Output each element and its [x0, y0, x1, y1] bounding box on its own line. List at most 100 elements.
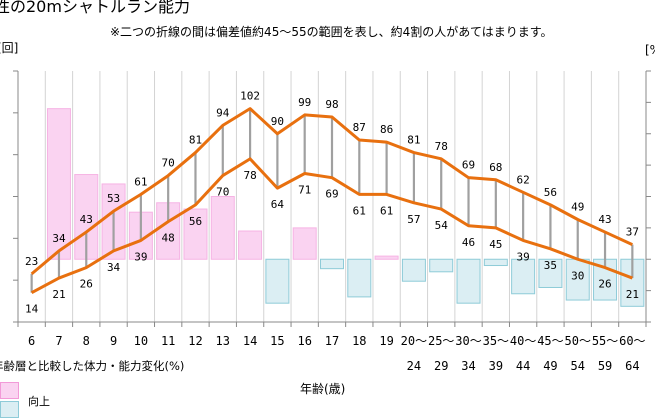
bar-improve	[183, 208, 208, 260]
x-tick-label: 8	[83, 334, 90, 348]
x-tick-label-second-row: 49	[543, 359, 557, 373]
bar-improve	[210, 196, 235, 260]
data-label-lower: 56	[189, 215, 202, 228]
bar-decline	[401, 258, 426, 282]
bar-decline	[456, 258, 481, 304]
data-label-upper: 56	[544, 186, 557, 199]
data-label-lower: 21	[52, 288, 65, 301]
x-tick-label: 60～	[619, 334, 645, 348]
x-tick-label: 55～	[592, 334, 618, 348]
data-label-lower: 57	[407, 213, 420, 226]
data-label-upper: 78	[435, 140, 448, 153]
data-label-lower: 46	[462, 236, 475, 249]
x-tick-label: 7	[55, 334, 62, 348]
x-tick-label: 19	[379, 334, 393, 348]
bar-decline	[483, 258, 508, 267]
x-tick-label: 25～	[428, 334, 454, 348]
data-label-lower: 69	[325, 188, 338, 201]
x-tick-label: 50～	[565, 334, 591, 348]
x-tick-label: 12	[188, 334, 202, 348]
bar-decline	[320, 258, 344, 270]
x-tick-label-second-row: 44	[516, 359, 530, 373]
data-label-lower: 78	[243, 169, 256, 182]
bar-improve	[238, 230, 263, 260]
data-label-lower: 39	[134, 250, 147, 263]
x-tick-label-second-row: 24	[407, 359, 421, 373]
data-label-upper: 99	[298, 96, 311, 109]
x-tick-label: 15	[270, 334, 284, 348]
data-label-lower: 35	[544, 259, 557, 272]
data-label-lower: 54	[435, 219, 449, 232]
data-label-upper: 81	[189, 134, 202, 147]
x-tick-label-second-row: 59	[598, 359, 612, 373]
chart-title: 性の20mシャトルラン能力	[0, 0, 190, 16]
data-label-upper: 61	[134, 175, 147, 188]
x-tick-label: 20～	[401, 334, 427, 348]
line-upper	[30, 107, 633, 276]
data-label-upper: 43	[598, 213, 611, 226]
data-label-upper: 81	[407, 134, 420, 147]
bar-decline	[265, 258, 290, 304]
data-label-lower: 21	[626, 288, 639, 301]
data-label-upper: 98	[325, 98, 338, 111]
x-tick-label-second-row: 39	[489, 359, 503, 373]
bar-decline	[429, 258, 454, 273]
bar-decline	[538, 258, 563, 288]
x-tick-label: 18	[352, 334, 366, 348]
bar-decline	[511, 258, 536, 295]
data-label-upper: 94	[216, 106, 230, 119]
x-tick-label: 13	[216, 334, 230, 348]
x-axis-label: 年齢(歳)	[300, 382, 346, 396]
data-label-upper: 53	[107, 192, 120, 205]
x-tick-label: 17	[325, 334, 339, 348]
data-label-upper: 70	[162, 157, 175, 170]
legend-label-improve: 向上	[28, 395, 50, 408]
data-label-upper: 62	[517, 173, 530, 186]
legend-title: 年齢層と比較した体力・能力変化(%)	[0, 359, 185, 373]
x-tick-label: 11	[161, 334, 175, 348]
right-axis-unit: [%	[645, 43, 655, 57]
data-label-upper: 86	[380, 123, 393, 136]
data-label-upper: 34	[52, 232, 66, 245]
data-label-upper: 102	[240, 90, 260, 103]
x-tick-label: 16	[297, 334, 311, 348]
x-tick-label: 45～	[537, 334, 563, 348]
data-label-upper: 37	[626, 226, 639, 239]
data-label-upper: 87	[353, 121, 366, 134]
data-label-lower: 30	[571, 269, 584, 282]
data-label-lower: 45	[489, 238, 502, 251]
x-tick-label-second-row: 34	[461, 359, 475, 373]
data-label-upper: 68	[489, 161, 502, 174]
x-tick-label-second-row: 29	[434, 359, 448, 373]
legend-swatch-improve	[0, 382, 19, 399]
data-label-upper: 69	[462, 159, 475, 172]
data-label-lower: 48	[162, 232, 175, 245]
data-label-lower: 71	[298, 183, 311, 196]
data-label-upper: 43	[80, 213, 93, 226]
x-tick-label: 40～	[510, 334, 536, 348]
data-label-lower: 14	[25, 303, 39, 316]
data-label-lower: 61	[353, 204, 366, 217]
data-label-upper: 90	[271, 115, 284, 128]
data-label-lower: 39	[517, 250, 530, 263]
x-tick-label: 30～	[455, 334, 481, 348]
x-tick-label: 6	[28, 334, 35, 348]
left-axis-unit: [回]	[0, 41, 19, 55]
x-tick-label-second-row: 54	[571, 359, 585, 373]
x-tick-label: 35～	[483, 334, 509, 348]
data-label-upper: 23	[25, 255, 38, 268]
bar-decline	[347, 258, 372, 298]
bar-improve	[292, 227, 317, 260]
data-label-lower: 70	[216, 186, 229, 199]
data-label-lower: 26	[80, 278, 93, 291]
x-tick-label: 10	[134, 334, 148, 348]
line-lower	[30, 157, 633, 295]
data-label-lower: 26	[598, 278, 611, 291]
data-label-lower: 34	[107, 261, 121, 274]
data-label-lower: 61	[380, 204, 393, 217]
legend-swatch-decline	[0, 401, 19, 418]
bar-improve	[374, 255, 399, 260]
x-tick-label: 14	[243, 334, 257, 348]
x-tick-label-second-row: 64	[625, 359, 639, 373]
